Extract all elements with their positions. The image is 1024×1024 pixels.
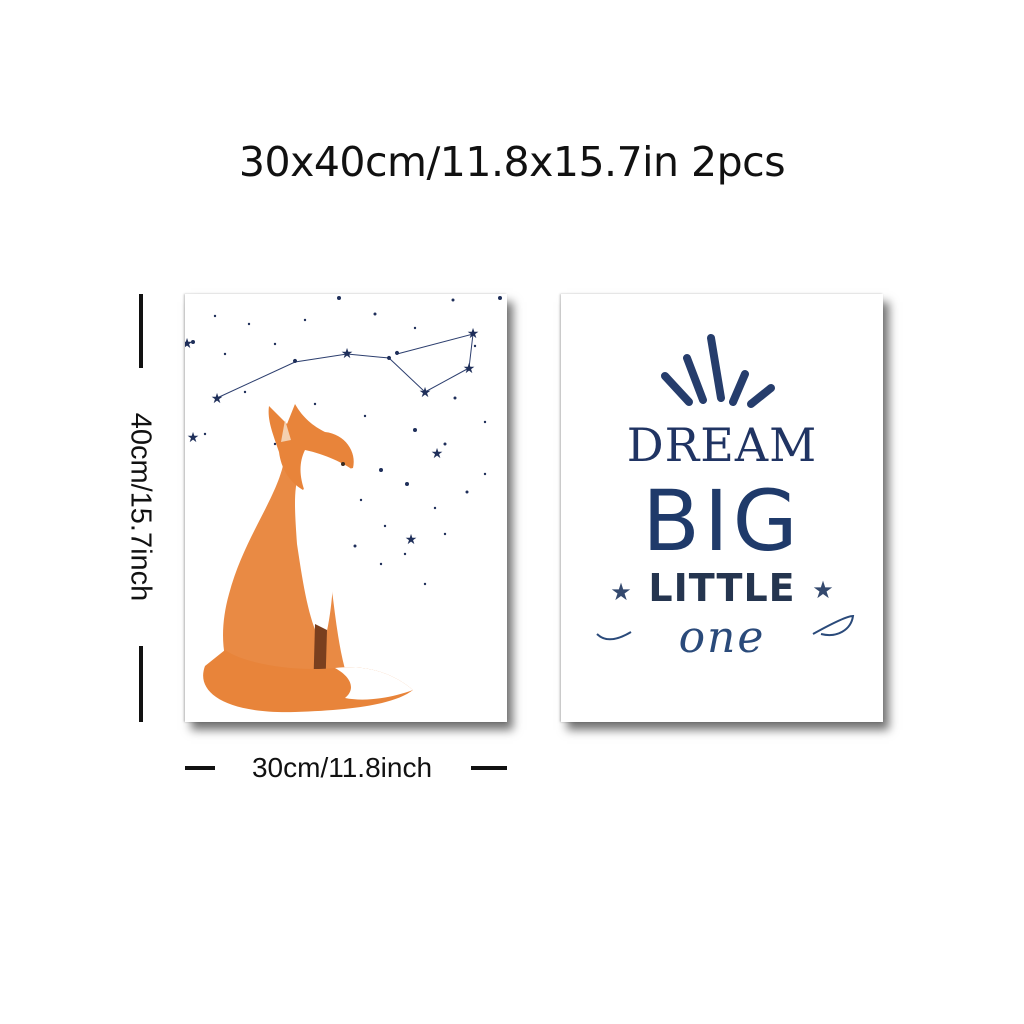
fox-illustration: ★ • ★ • ★ ★ ★ • ★ ★ ★ ★	[185, 296, 502, 713]
svg-text:★: ★	[187, 430, 200, 446]
svg-text:•: •	[393, 346, 401, 362]
svg-text:★: ★	[405, 532, 418, 548]
svg-text:★: ★	[211, 391, 224, 407]
height-dimension-line-top	[139, 294, 143, 368]
quote-line-one: one	[678, 612, 766, 663]
svg-text:★: ★	[467, 326, 480, 342]
svg-text:•: •	[291, 354, 299, 370]
width-dimension-label: 30cm/11.8inch	[251, 752, 433, 783]
quote-line-little: LITTLE	[648, 566, 796, 610]
sunburst-decoration: ★ ★	[596, 334, 855, 641]
height-dimension-line-bottom	[139, 646, 143, 722]
svg-text:•: •	[385, 351, 393, 367]
quote-line-big: BIG	[642, 472, 802, 570]
star-icon-right: ★	[812, 576, 834, 604]
svg-text:★: ★	[185, 336, 193, 352]
svg-text:★: ★	[341, 346, 354, 362]
width-dimension-line-left	[185, 766, 215, 770]
svg-text:★: ★	[431, 446, 444, 462]
svg-text:★: ★	[419, 385, 432, 401]
svg-text:★: ★	[463, 361, 476, 377]
quote-line-dream: DREAM	[626, 418, 818, 472]
star-icon-left: ★	[610, 578, 632, 606]
fox-poster: ★ • ★ • ★ ★ ★ • ★ ★ ★ ★	[185, 294, 507, 722]
quote-poster: ★ ★ DREAM BIG LITTLE one	[561, 294, 883, 722]
width-dimension-line-right	[471, 766, 507, 770]
product-title: 30x40cm/11.8x15.7in 2pcs	[238, 138, 786, 186]
